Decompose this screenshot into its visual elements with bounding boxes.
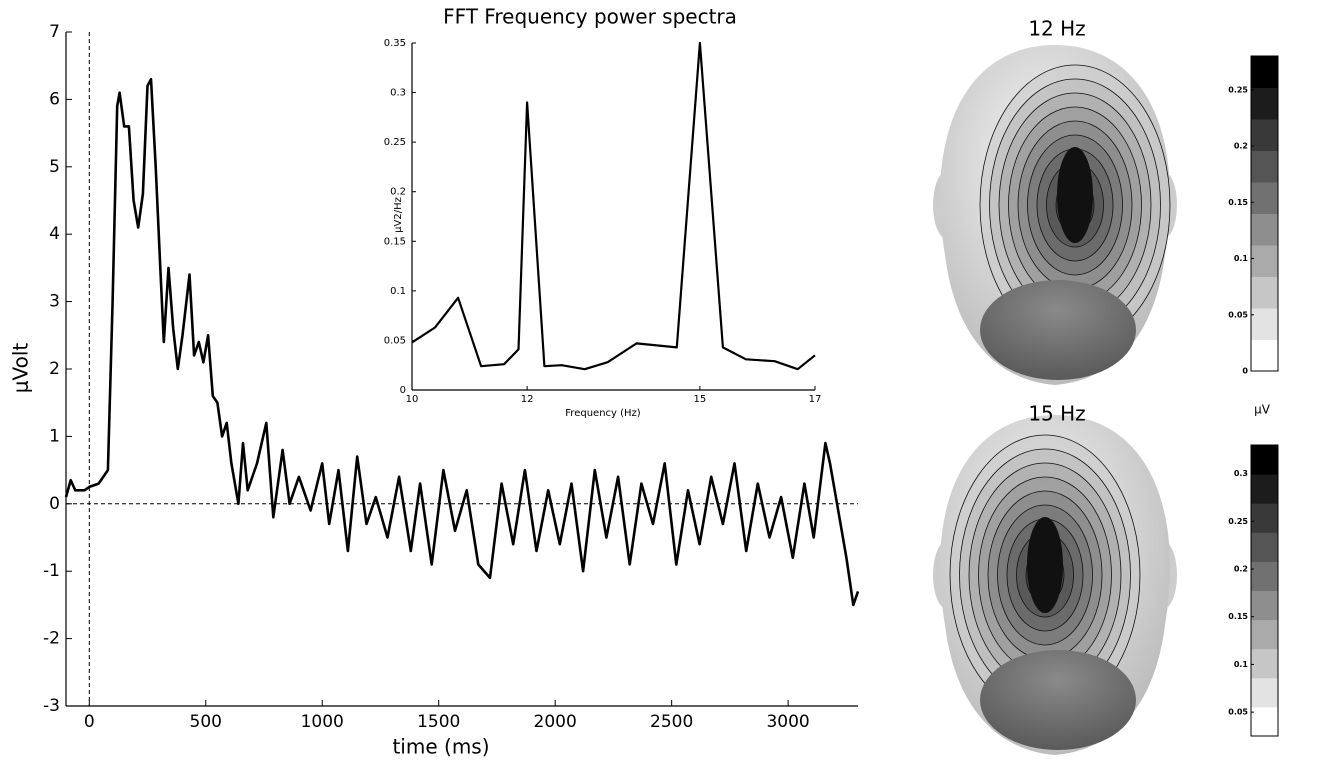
y-tick-label: 2 [49, 359, 60, 379]
colorbar-tick-label: 0.25 [1228, 85, 1248, 94]
colorbar-band [1251, 445, 1278, 475]
map-title: 12 Hz [1028, 17, 1085, 41]
x-tick-label: 3000 [766, 712, 809, 732]
hotspot [1057, 147, 1093, 243]
y-axis-label: μV2/Hz [393, 197, 404, 233]
colorbar-tick-label: 0.15 [1228, 198, 1248, 207]
colorbar-tick-label: 0.1 [1234, 660, 1249, 669]
colorbar-tick-label: 0.25 [1228, 517, 1248, 526]
y-tick-label: 6 [49, 89, 60, 109]
y-tick-label: 0.1 [390, 286, 406, 297]
y-tick-label: 1 [49, 426, 60, 446]
x-axis-label: time (ms) [392, 735, 489, 759]
y-tick-label: 0.3 [390, 88, 406, 99]
colorbar-band [1251, 308, 1278, 340]
x-tick-label: 0 [84, 712, 95, 732]
colorbar-band [1251, 503, 1278, 533]
neck [980, 280, 1136, 380]
chart-title: FFT Frequency power spectra [443, 5, 737, 29]
head-map [933, 415, 1177, 755]
y-axis-label: μVolt [9, 343, 33, 394]
colorbar-frame [1250, 444, 1279, 737]
colorbar-band [1251, 213, 1278, 246]
colorbar-band [1251, 590, 1278, 621]
colorbar-band [1251, 150, 1278, 183]
neck [980, 650, 1136, 750]
colorbar-band [1251, 56, 1278, 88]
colorbar-band [1251, 276, 1278, 309]
colorbar-unit: μV [1254, 403, 1271, 417]
y-tick-label: 7 [49, 22, 60, 42]
colorbar-band [1251, 245, 1278, 277]
y-tick-label: -1 [43, 561, 60, 581]
y-tick-label: -3 [43, 696, 60, 716]
x-tick-label: 15 [693, 394, 706, 405]
y-tick-label: 0.05 [384, 335, 406, 346]
colorbar-tick-label: 0.05 [1228, 708, 1248, 717]
x-tick-label: 2000 [534, 712, 577, 732]
colorbar-tick-label: 0 [1242, 367, 1248, 376]
x-tick-label: 500 [190, 712, 222, 732]
x-tick-label: 1500 [417, 712, 460, 732]
colorbar-band [1251, 87, 1278, 120]
data-line [64, 77, 860, 607]
head-map [933, 45, 1177, 385]
colorbar-band [1251, 619, 1278, 650]
map-title: 15 Hz [1028, 402, 1085, 426]
y-tick-label: 0.35 [384, 38, 406, 49]
colorbar-band [1251, 182, 1278, 214]
x-tick-label: 10 [406, 394, 419, 405]
colorbar-band [1251, 706, 1278, 737]
y-tick-label: 4 [49, 224, 60, 244]
y-tick-label: 5 [49, 157, 60, 177]
data-line [411, 41, 816, 371]
y-tick-label: -2 [43, 629, 60, 649]
y-tick-label: 3 [49, 292, 60, 312]
colorbar-band [1251, 677, 1278, 708]
y-tick-label: 0.25 [384, 137, 406, 148]
colorbar-band [1251, 561, 1278, 591]
colorbar-tick-label: 0.1 [1234, 254, 1249, 263]
y-tick-label: 0.15 [384, 236, 406, 247]
colorbar-band [1251, 648, 1278, 679]
y-tick-label: 0 [49, 494, 60, 514]
colorbar-band [1251, 119, 1278, 151]
x-tick-label: 2500 [650, 712, 693, 732]
colorbar-tick-label: 0.2 [1234, 565, 1248, 574]
colorbar-frame [1250, 55, 1279, 372]
colorbar-tick-label: 0.05 [1228, 310, 1248, 319]
colorbar-tick-label: 0.15 [1228, 612, 1248, 621]
colorbar-band [1251, 532, 1278, 562]
hotspot [1027, 517, 1063, 613]
y-tick-label: 0.2 [390, 187, 406, 198]
x-tick-label: 1000 [301, 712, 344, 732]
colorbar-tick-label: 0.3 [1234, 469, 1248, 478]
colorbar-band [1251, 339, 1278, 372]
y-tick-label: 0 [400, 385, 406, 396]
colorbar-tick-label: 0.2 [1234, 142, 1248, 151]
x-axis-label: Frequency (Hz) [565, 408, 641, 419]
x-tick-label: 12 [521, 394, 534, 405]
colorbar-band [1251, 474, 1278, 504]
x-tick-label: 17 [809, 394, 822, 405]
